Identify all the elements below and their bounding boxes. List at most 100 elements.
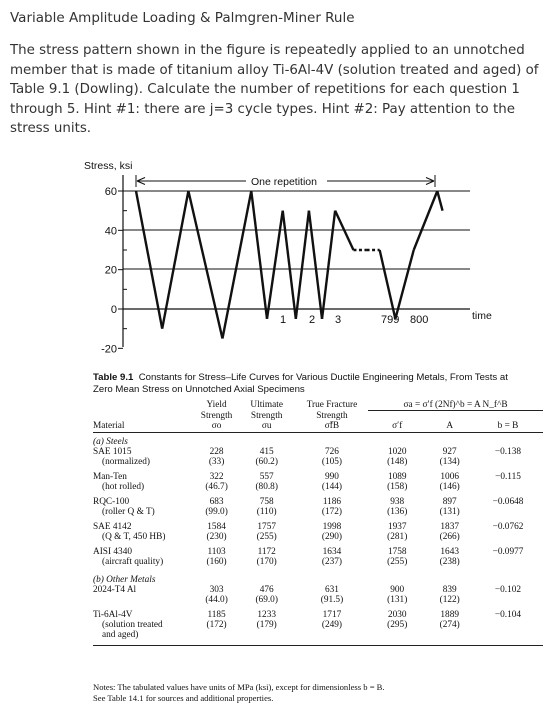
- sigf-value-ksi: (131): [387, 594, 408, 605]
- yield-value-ksi: (99.0): [205, 506, 228, 517]
- A-cell: 897 (131): [426, 497, 473, 522]
- table-row: RQC-100 (roller Q & T) 683 (99.0) 758 (110) 11…: [93, 497, 543, 522]
- material-name: Ti-6Al-4V: [93, 609, 133, 620]
- A-cell: 839 (122): [426, 585, 473, 610]
- ult-cell: 415 (60.2): [238, 447, 296, 472]
- sigf-value-ksi: (136): [387, 506, 408, 517]
- yield-value-ksi: (46.7): [205, 481, 228, 492]
- material-name: SAE 4142: [93, 521, 132, 532]
- hdr-ult-2: Strength: [250, 410, 283, 421]
- stress-segment: [250, 190, 269, 319]
- A-value: 1006: [440, 471, 459, 482]
- yield-cell: 1185 (172): [196, 610, 238, 646]
- yield-cell: 1103 (160): [196, 547, 238, 572]
- frac-value-ksi: (237): [321, 556, 343, 567]
- ult-value-ksi: (80.8): [255, 481, 278, 492]
- stress-segment: [265, 210, 284, 320]
- hdr-yield-3: σo: [211, 421, 222, 432]
- b-cell: −0.0977: [492, 546, 524, 557]
- hdr-formula: σa = σ′f (2Nf)^b = A N_f^B: [403, 400, 508, 410]
- A-value-ksi: (238): [439, 556, 460, 567]
- yield-value: 1185: [207, 609, 226, 620]
- A-value-ksi: (146): [439, 481, 460, 492]
- yield-cell: 228 (33): [196, 447, 238, 472]
- b-cell: −0.115: [495, 471, 521, 482]
- yield-value-ksi: (230): [206, 531, 227, 542]
- material-cell: Ti-6Al-4V (solution treated and aged): [93, 610, 196, 646]
- hdr-yield-1: Yield: [206, 400, 227, 410]
- material-cell: SAE 1015 (normalized): [93, 447, 196, 472]
- A-value: 1643: [440, 546, 459, 557]
- ult-value: 476: [259, 584, 274, 595]
- hdr-material: Material: [93, 421, 125, 432]
- frac-value-ksi: (144): [321, 481, 343, 492]
- ult-value-ksi: (179): [256, 619, 277, 630]
- frac-value-ksi: (172): [321, 506, 343, 517]
- A-value: 927: [442, 446, 457, 457]
- material-condition: (normalized): [102, 456, 151, 467]
- stress-segment: [187, 190, 224, 339]
- frac-value-ksi: (91.5): [320, 594, 344, 605]
- A-value: 897: [442, 496, 457, 507]
- ult-value: 1172: [257, 546, 276, 557]
- y-axis-label: Stress, ksi: [84, 160, 132, 172]
- frac-value: 726: [324, 446, 339, 457]
- b-cell: −0.0762: [492, 521, 524, 532]
- A-cell: 1837 (266): [426, 522, 473, 547]
- yield-cell: 1584 (230): [196, 522, 238, 547]
- A-value-ksi: (131): [439, 506, 460, 517]
- table-number: Table 9.1: [93, 372, 134, 383]
- sigf-value: 1020: [387, 446, 407, 457]
- table-caption-text: Constants for Stress–Life Curves for Var…: [93, 372, 508, 395]
- sigf-cell: 1758 (255): [368, 547, 426, 572]
- table-bottom-rule: [93, 644, 543, 646]
- yield-value: 322: [209, 471, 224, 482]
- material-condition: (hot rolled): [102, 481, 145, 492]
- frac-value-ksi: (290): [321, 531, 343, 542]
- ult-cell: 557 (80.8): [238, 472, 296, 497]
- b-cell: −0.102: [494, 584, 522, 595]
- stress-segment: [394, 249, 415, 320]
- b-cell: −0.104: [494, 609, 522, 620]
- A-value-ksi: (122): [439, 594, 460, 605]
- frac-value-ksi: (249): [321, 619, 343, 630]
- hdr-A: A: [446, 421, 454, 432]
- sigf-cell: 2030 (295): [368, 610, 426, 646]
- sigf-value: 938: [390, 496, 405, 507]
- material-cell: Man-Ten (hot rolled): [93, 472, 196, 497]
- A-value: 1889: [440, 609, 459, 620]
- span-label: One repetition: [251, 176, 317, 188]
- ult-cell: 1757 (255): [238, 522, 296, 547]
- material-condition: (solution treated: [102, 619, 163, 630]
- section-row: (b) Other Metals: [93, 572, 543, 585]
- frac-cell: 1186 (172): [296, 497, 368, 522]
- table-row: Ti-6Al-4V (solution treated and aged) 1185(…: [93, 610, 543, 646]
- stress-segment: [134, 190, 164, 329]
- yield-value-ksi: (33): [208, 456, 225, 467]
- ult-value: 1757: [257, 521, 276, 532]
- stress-segment: [320, 210, 337, 319]
- A-cell: 1006 (146): [426, 472, 473, 497]
- hdr-frac-3: σ̃fB: [324, 421, 340, 432]
- frac-cell: 631 (91.5): [296, 585, 368, 610]
- sigf-value-ksi: (148): [387, 456, 408, 467]
- table-row: SAE 1015 (normalized) 228 (33) 415 (60.2) 726(…: [93, 447, 543, 472]
- frac-value: 1998: [322, 521, 342, 532]
- ult-value: 415: [259, 446, 274, 457]
- A-cell: 1643 (238): [426, 547, 473, 572]
- yield-value-ksi: (160): [206, 556, 227, 567]
- frac-cell: 990 (144): [296, 472, 368, 497]
- frac-value-ksi: (105): [321, 456, 343, 467]
- frac-value: 990: [324, 471, 339, 482]
- notes-line-1: Notes: The tabulated values have units o…: [93, 682, 385, 692]
- frac-value: 631: [324, 584, 339, 595]
- table-row: Man-Ten (hot rolled) 322 (46.7) 557 (80.8) 990…: [93, 472, 543, 497]
- frac-cell: 1717 (249): [296, 610, 368, 646]
- material-condition: (aircraft quality): [102, 556, 164, 567]
- ult-value-ksi: (255): [256, 531, 277, 542]
- stress-segment: [436, 190, 444, 211]
- stress-segment: [294, 210, 311, 319]
- material-cell: RQC-100 (roller Q & T): [93, 497, 196, 522]
- table-notes: Notes: The tabulated values have units o…: [93, 682, 543, 704]
- stress-history-chart: Stress, ksi 60 40 20 0 -20 One repetition ti…: [84, 160, 492, 355]
